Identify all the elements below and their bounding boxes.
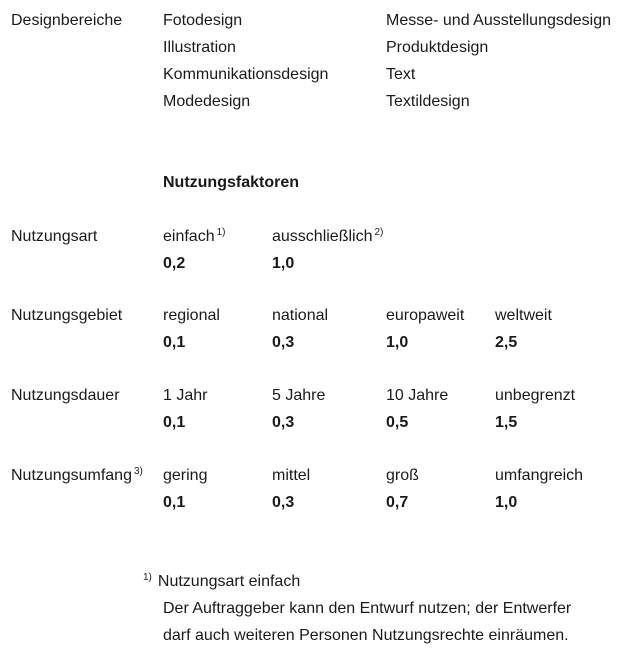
- factor-option: 1 Jahr: [163, 387, 208, 404]
- factor-label: Nutzungsart: [11, 228, 98, 245]
- design-area-item: Textildesign: [386, 93, 470, 110]
- footnote: 1) Nutzungsart einfach: [143, 572, 301, 590]
- factor-label: Nutzungsumfang 3): [11, 466, 143, 484]
- factor-value: 1,0: [272, 255, 295, 272]
- factor-option: groß: [386, 467, 419, 484]
- factor-value: 0,3: [272, 494, 295, 511]
- footnote-ref: 3): [133, 466, 143, 477]
- footnote-text: darf auch weiteren Personen Nutzungsrech…: [163, 627, 569, 644]
- factor-option: ausschließlich 2): [272, 227, 384, 245]
- factor-option: umfangreich: [495, 467, 584, 484]
- factor-value: 0,1: [163, 414, 186, 431]
- factor-option: regional: [163, 307, 220, 324]
- factor-value: 1,0: [386, 334, 409, 351]
- factor-option: 10 Jahre: [386, 387, 449, 404]
- section-heading: Nutzungsfaktoren: [163, 174, 299, 191]
- design-area-item: Kommunikationsdesign: [163, 66, 329, 83]
- design-area-item: Fotodesign: [163, 12, 243, 29]
- factor-value: 0,3: [272, 334, 295, 351]
- design-area-item: Modedesign: [163, 93, 251, 110]
- factor-value: 0,7: [386, 494, 409, 511]
- design-area-item: Illustration: [163, 39, 236, 56]
- designbereiche-label: Designbereiche: [11, 12, 123, 29]
- factor-value: 0,3: [272, 414, 295, 431]
- factor-value: 1,5: [495, 414, 518, 431]
- factor-option: mittel: [272, 467, 311, 484]
- factor-option: weltweit: [495, 307, 552, 324]
- design-area-item: Produktdesign: [386, 39, 489, 56]
- factor-option: europaweit: [386, 307, 465, 324]
- factor-value: 0,1: [163, 494, 186, 511]
- factor-option: 5 Jahre: [272, 387, 326, 404]
- footnote-ref: 1): [216, 227, 226, 238]
- factor-option: unbegrenzt: [495, 387, 576, 404]
- footnote-text: Der Auftraggeber kann den Entwurf nutzen…: [163, 600, 572, 617]
- factor-label: Nutzungsdauer: [11, 387, 120, 404]
- factor-option: einfach 1): [163, 227, 226, 245]
- factor-value: 1,0: [495, 494, 518, 511]
- factor-value: 0,2: [163, 255, 186, 272]
- design-area-item: Messe- und Ausstellungsdesign: [386, 12, 612, 29]
- factor-option: national: [272, 307, 329, 324]
- factor-value: 0,5: [386, 414, 409, 431]
- factor-value: 2,5: [495, 334, 518, 351]
- design-area-item: Text: [386, 66, 416, 83]
- footnote-marker: 1): [143, 572, 152, 583]
- factor-option: gering: [163, 467, 208, 484]
- footnote-ref: 2): [374, 227, 384, 238]
- factor-value: 0,1: [163, 334, 186, 351]
- footnote-title: Nutzungsart einfach: [157, 573, 301, 590]
- factor-label: Nutzungsgebiet: [11, 307, 123, 324]
